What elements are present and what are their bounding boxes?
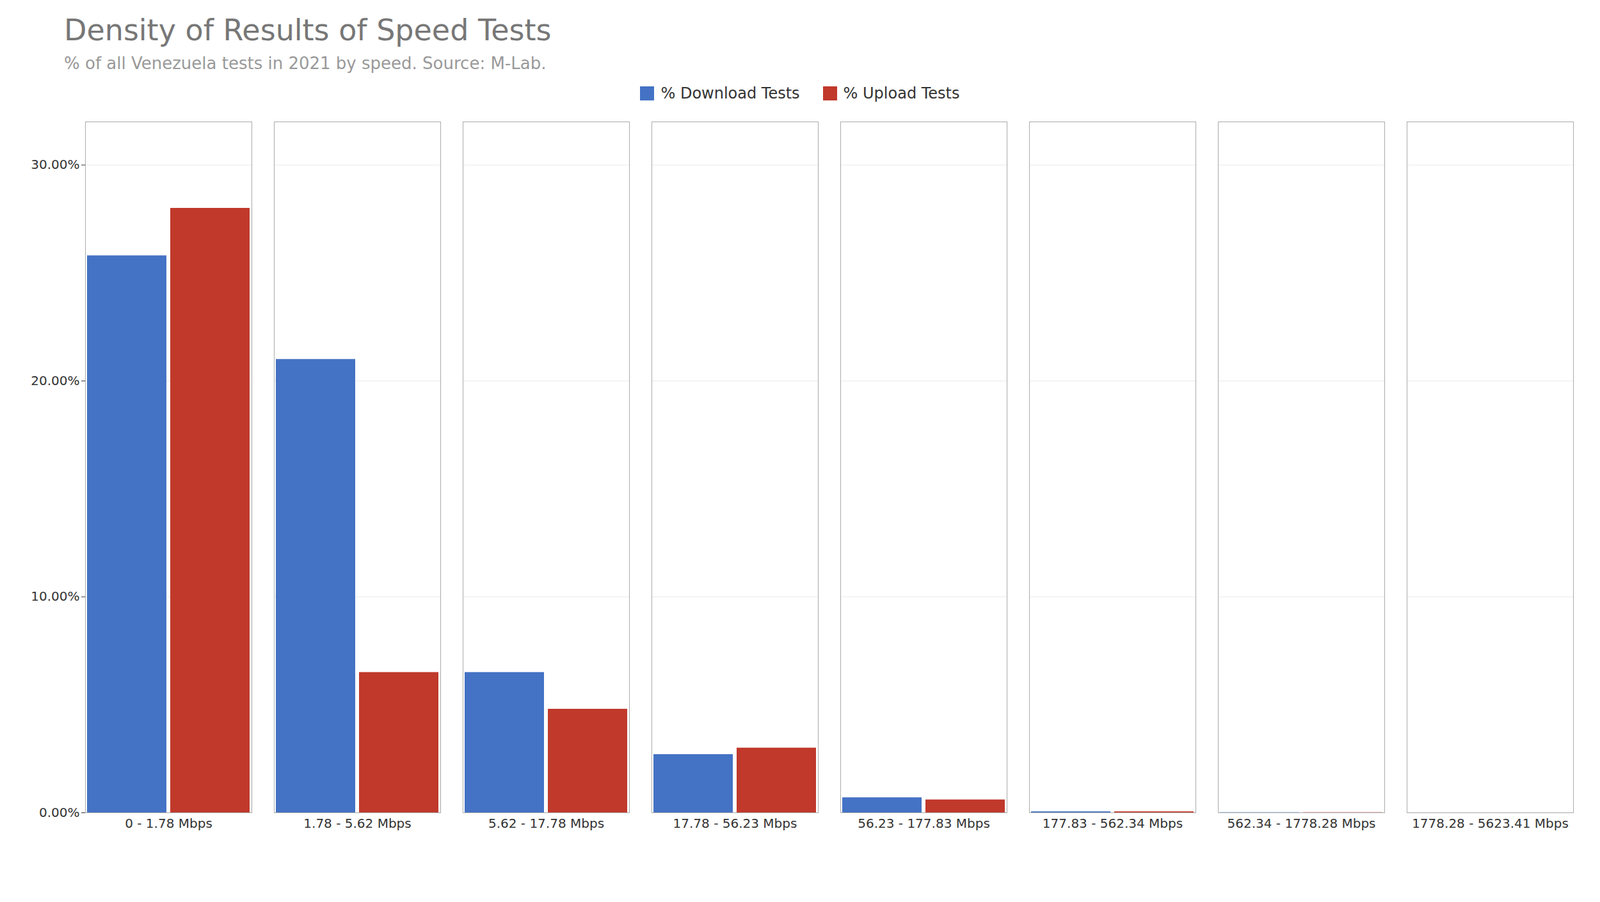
svg-text:17.78 - 56.23 Mbps: 17.78 - 56.23 Mbps [673, 816, 798, 832]
svg-text:56.23 - 177.83 Mbps: 56.23 - 177.83 Mbps [857, 816, 991, 832]
svg-text:5.62 - 17.78 Mbps: 5.62 - 17.78 Mbps [488, 816, 605, 832]
svg-text:20.00%: 20.00% [30, 373, 80, 389]
html-text:% of all Venezuela tests in 20: % of all Venezuela tests in 2021 by spee… [64, 53, 547, 73]
html-text:Density of Results of Speed Te: Density of Results of Speed Tests [64, 12, 552, 48]
html-text:% Upload Tests: % Upload Tests [843, 84, 960, 103]
svg-text:0 - 1.78 Mbps: 0 - 1.78 Mbps [124, 816, 213, 832]
svg-text:562.34 - 1778.28 Mbps: 562.34 - 1778.28 Mbps [1226, 816, 1376, 832]
html-text:% Download Tests: % Download Tests [660, 84, 800, 103]
svg-text:0.00%: 0.00% [39, 805, 80, 821]
svg-text:1778.28 - 5623.41 Mbps: 1778.28 - 5623.41 Mbps [1411, 816, 1569, 832]
svg-text:30.00%: 30.00% [30, 156, 80, 173]
svg-text:177.83 - 562.34 Mbps: 177.83 - 562.34 Mbps [1042, 816, 1183, 832]
svg-text:10.00%: 10.00% [30, 588, 80, 605]
svg-text:1.78 - 5.62 Mbps: 1.78 - 5.62 Mbps [303, 816, 411, 832]
